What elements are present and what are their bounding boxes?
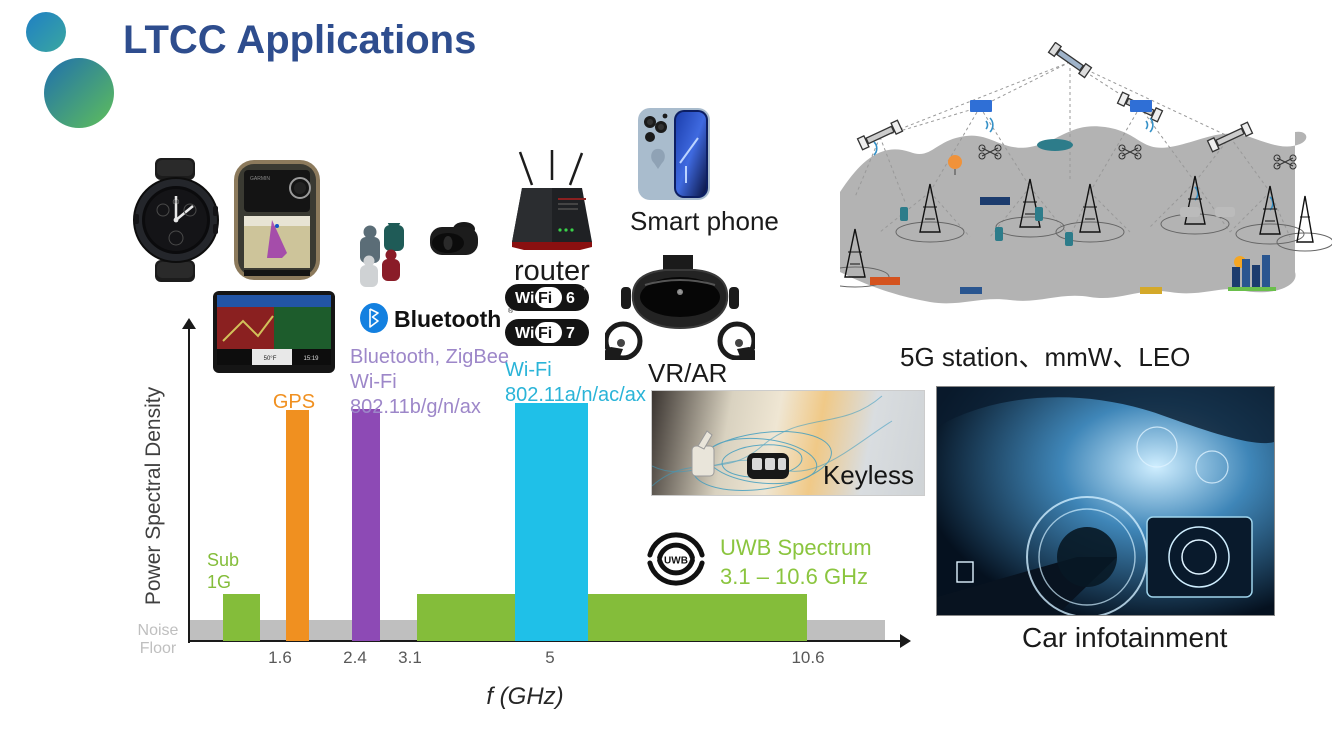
- svg-text:6: 6: [566, 290, 575, 307]
- svg-text:15:19: 15:19: [303, 356, 319, 362]
- svg-text:Bluetooth: Bluetooth: [394, 306, 501, 332]
- svg-text:UWB: UWB: [664, 556, 688, 567]
- svg-text:Fi: Fi: [538, 325, 552, 342]
- svg-text:Fi: Fi: [538, 290, 552, 307]
- svg-text:7: 7: [566, 325, 575, 342]
- svg-text:GARMIN: GARMIN: [250, 176, 270, 182]
- svg-text:™: ™: [583, 287, 589, 294]
- svg-text:Wi: Wi: [515, 290, 534, 307]
- svg-text:50°F: 50°F: [264, 356, 277, 362]
- svg-text:Wi: Wi: [515, 325, 534, 342]
- svg-text:00: 00: [173, 200, 180, 206]
